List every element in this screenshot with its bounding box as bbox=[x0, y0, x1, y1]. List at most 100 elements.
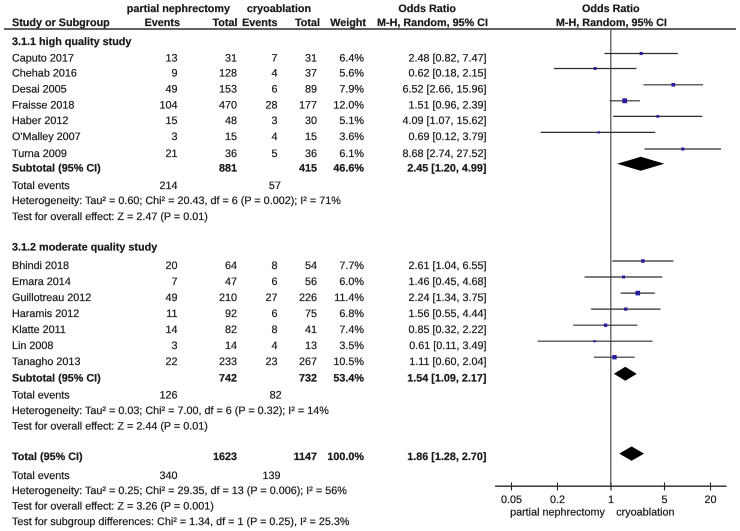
svg-text:139: 139 bbox=[262, 470, 280, 482]
svg-text:0.69 [0.12, 3.79]: 0.69 [0.12, 3.79] bbox=[408, 131, 486, 143]
svg-text:Turna 2009: Turna 2009 bbox=[12, 148, 67, 160]
svg-text:Subtotal (95% CI): Subtotal (95% CI) bbox=[12, 163, 101, 175]
svg-text:8.68 [2.74, 27.52]: 8.68 [2.74, 27.52] bbox=[402, 148, 486, 160]
svg-text:2.61 [1.04, 6.55]: 2.61 [1.04, 6.55] bbox=[408, 260, 486, 272]
svg-text:36: 36 bbox=[225, 148, 237, 160]
svg-text:cryoablation: cryoablation bbox=[247, 3, 311, 15]
svg-text:3.5%: 3.5% bbox=[339, 340, 364, 352]
svg-text:1.11 [0.60, 2.04]: 1.11 [0.60, 2.04] bbox=[409, 356, 486, 368]
svg-text:Study or Subgroup: Study or Subgroup bbox=[12, 17, 110, 29]
svg-text:3.1.2 moderate quality study: 3.1.2 moderate quality study bbox=[12, 241, 157, 253]
svg-text:100.0%: 100.0% bbox=[327, 451, 364, 463]
svg-text:0.05: 0.05 bbox=[501, 494, 522, 506]
svg-text:1.54 [1.09, 2.17]: 1.54 [1.09, 2.17] bbox=[407, 373, 486, 385]
svg-text:53.4%: 53.4% bbox=[333, 373, 364, 385]
svg-text:7.9%: 7.9% bbox=[339, 84, 364, 96]
svg-text:Heterogeneity: Tau² = 0.60; Ch: Heterogeneity: Tau² = 0.60; Chi² = 20.43… bbox=[12, 195, 341, 207]
svg-text:Odds Ratio: Odds Ratio bbox=[398, 3, 456, 15]
svg-text:Heterogeneity: Tau² = 0.03; Ch: Heterogeneity: Tau² = 0.03; Chi² = 7.00,… bbox=[12, 405, 329, 417]
svg-text:9: 9 bbox=[171, 67, 177, 79]
svg-text:23: 23 bbox=[265, 356, 277, 368]
svg-text:57: 57 bbox=[269, 180, 281, 192]
svg-text:15: 15 bbox=[165, 115, 177, 127]
svg-text:46.6%: 46.6% bbox=[333, 163, 364, 175]
svg-text:M-H, Random, 95% CI: M-H, Random, 95% CI bbox=[377, 17, 488, 29]
svg-text:Desai 2005: Desai 2005 bbox=[12, 84, 67, 96]
svg-text:47: 47 bbox=[225, 276, 237, 288]
svg-text:5.6%: 5.6% bbox=[339, 67, 364, 79]
svg-text:8: 8 bbox=[271, 324, 277, 336]
svg-text:0.85 [0.32, 2.22]: 0.85 [0.32, 2.22] bbox=[408, 324, 486, 336]
svg-text:Emara 2014: Emara 2014 bbox=[12, 276, 71, 288]
svg-text:210: 210 bbox=[219, 292, 237, 304]
svg-text:21: 21 bbox=[165, 148, 177, 160]
svg-text:6.8%: 6.8% bbox=[339, 308, 364, 320]
svg-text:226: 226 bbox=[299, 292, 317, 304]
svg-text:3: 3 bbox=[171, 340, 177, 352]
svg-text:41: 41 bbox=[305, 324, 317, 336]
svg-text:1.51 [0.96, 2.39]: 1.51 [0.96, 2.39] bbox=[408, 100, 486, 112]
svg-text:28: 28 bbox=[265, 100, 277, 112]
svg-text:6.0%: 6.0% bbox=[339, 276, 364, 288]
svg-text:153: 153 bbox=[219, 84, 237, 96]
svg-text:2.45 [1.20, 4.99]: 2.45 [1.20, 4.99] bbox=[407, 163, 486, 175]
svg-text:20: 20 bbox=[704, 494, 716, 506]
svg-text:6.4%: 6.4% bbox=[339, 52, 364, 64]
svg-text:15: 15 bbox=[305, 131, 317, 143]
svg-text:1623: 1623 bbox=[213, 451, 237, 463]
svg-text:0.62 [0.18, 2.15]: 0.62 [0.18, 2.15] bbox=[408, 67, 486, 79]
svg-text:49: 49 bbox=[165, 84, 177, 96]
svg-text:10.5%: 10.5% bbox=[333, 356, 364, 368]
svg-text:Chehab 2016: Chehab 2016 bbox=[12, 67, 77, 79]
svg-text:5.1%: 5.1% bbox=[339, 115, 364, 127]
svg-text:11: 11 bbox=[166, 308, 177, 320]
svg-text:82: 82 bbox=[225, 324, 237, 336]
svg-text:6.52 [2.66, 15.96]: 6.52 [2.66, 15.96] bbox=[402, 84, 486, 96]
svg-text:0.61 [0.11, 3.49]: 0.61 [0.11, 3.49] bbox=[409, 340, 486, 352]
svg-text:7.7%: 7.7% bbox=[339, 260, 364, 272]
svg-text:Test for subgroup differences:: Test for subgroup differences: Chi² = 1.… bbox=[12, 516, 350, 528]
svg-text:82: 82 bbox=[270, 389, 282, 401]
svg-text:3.6%: 3.6% bbox=[339, 131, 364, 143]
svg-text:30: 30 bbox=[305, 115, 317, 127]
svg-text:O'Malley 2007: O'Malley 2007 bbox=[12, 131, 81, 143]
svg-text:Heterogeneity: Tau² = 0.25; Ch: Heterogeneity: Tau² = 0.25; Chi² = 29.35… bbox=[12, 485, 347, 497]
svg-text:20: 20 bbox=[165, 260, 177, 272]
svg-text:6: 6 bbox=[271, 276, 277, 288]
svg-text:14: 14 bbox=[165, 324, 177, 336]
svg-text:2.24 [1.34, 3.75]: 2.24 [1.34, 3.75] bbox=[408, 292, 486, 304]
svg-text:15: 15 bbox=[225, 131, 237, 143]
svg-text:4: 4 bbox=[271, 67, 277, 79]
svg-text:7: 7 bbox=[171, 276, 177, 288]
svg-text:Weight: Weight bbox=[330, 17, 366, 29]
svg-text:Subtotal (95% CI): Subtotal (95% CI) bbox=[12, 373, 101, 385]
svg-text:2.48 [0.82, 7.47]: 2.48 [0.82, 7.47] bbox=[408, 52, 486, 64]
svg-text:22: 22 bbox=[165, 356, 177, 368]
svg-text:Fraisse 2018: Fraisse 2018 bbox=[12, 100, 74, 112]
svg-text:1: 1 bbox=[608, 494, 614, 506]
svg-text:1.86 [1.28, 2.70]: 1.86 [1.28, 2.70] bbox=[407, 451, 486, 463]
svg-text:0.2: 0.2 bbox=[550, 494, 565, 506]
svg-text:27: 27 bbox=[265, 292, 277, 304]
svg-text:56: 56 bbox=[305, 276, 317, 288]
svg-text:Total events: Total events bbox=[12, 389, 70, 401]
svg-text:6: 6 bbox=[271, 84, 277, 96]
svg-text:126: 126 bbox=[159, 389, 177, 401]
svg-text:Total (95% CI): Total (95% CI) bbox=[12, 451, 83, 463]
svg-text:Test for overall effect: Z = 2: Test for overall effect: Z = 2.44 (P = 0… bbox=[12, 420, 208, 432]
svg-text:6.1%: 6.1% bbox=[339, 148, 364, 160]
svg-text:12.0%: 12.0% bbox=[333, 100, 364, 112]
svg-text:14: 14 bbox=[225, 340, 237, 352]
svg-text:54: 54 bbox=[305, 260, 317, 272]
svg-text:Test for overall effect: Z = 2: Test for overall effect: Z = 2.47 (P = 0… bbox=[12, 211, 208, 223]
svg-text:415: 415 bbox=[299, 163, 317, 175]
svg-text:Guillotreau 2012: Guillotreau 2012 bbox=[12, 292, 91, 304]
svg-text:Events: Events bbox=[242, 17, 277, 29]
svg-text:233: 233 bbox=[219, 356, 237, 368]
svg-text:49: 49 bbox=[165, 292, 177, 304]
svg-text:4.09 [1.07, 15.62]: 4.09 [1.07, 15.62] bbox=[402, 115, 486, 127]
svg-text:Bhindi 2018: Bhindi 2018 bbox=[12, 260, 69, 272]
svg-text:267: 267 bbox=[299, 356, 317, 368]
svg-text:partial nephrectomy: partial nephrectomy bbox=[127, 3, 230, 15]
svg-text:340: 340 bbox=[159, 470, 177, 482]
